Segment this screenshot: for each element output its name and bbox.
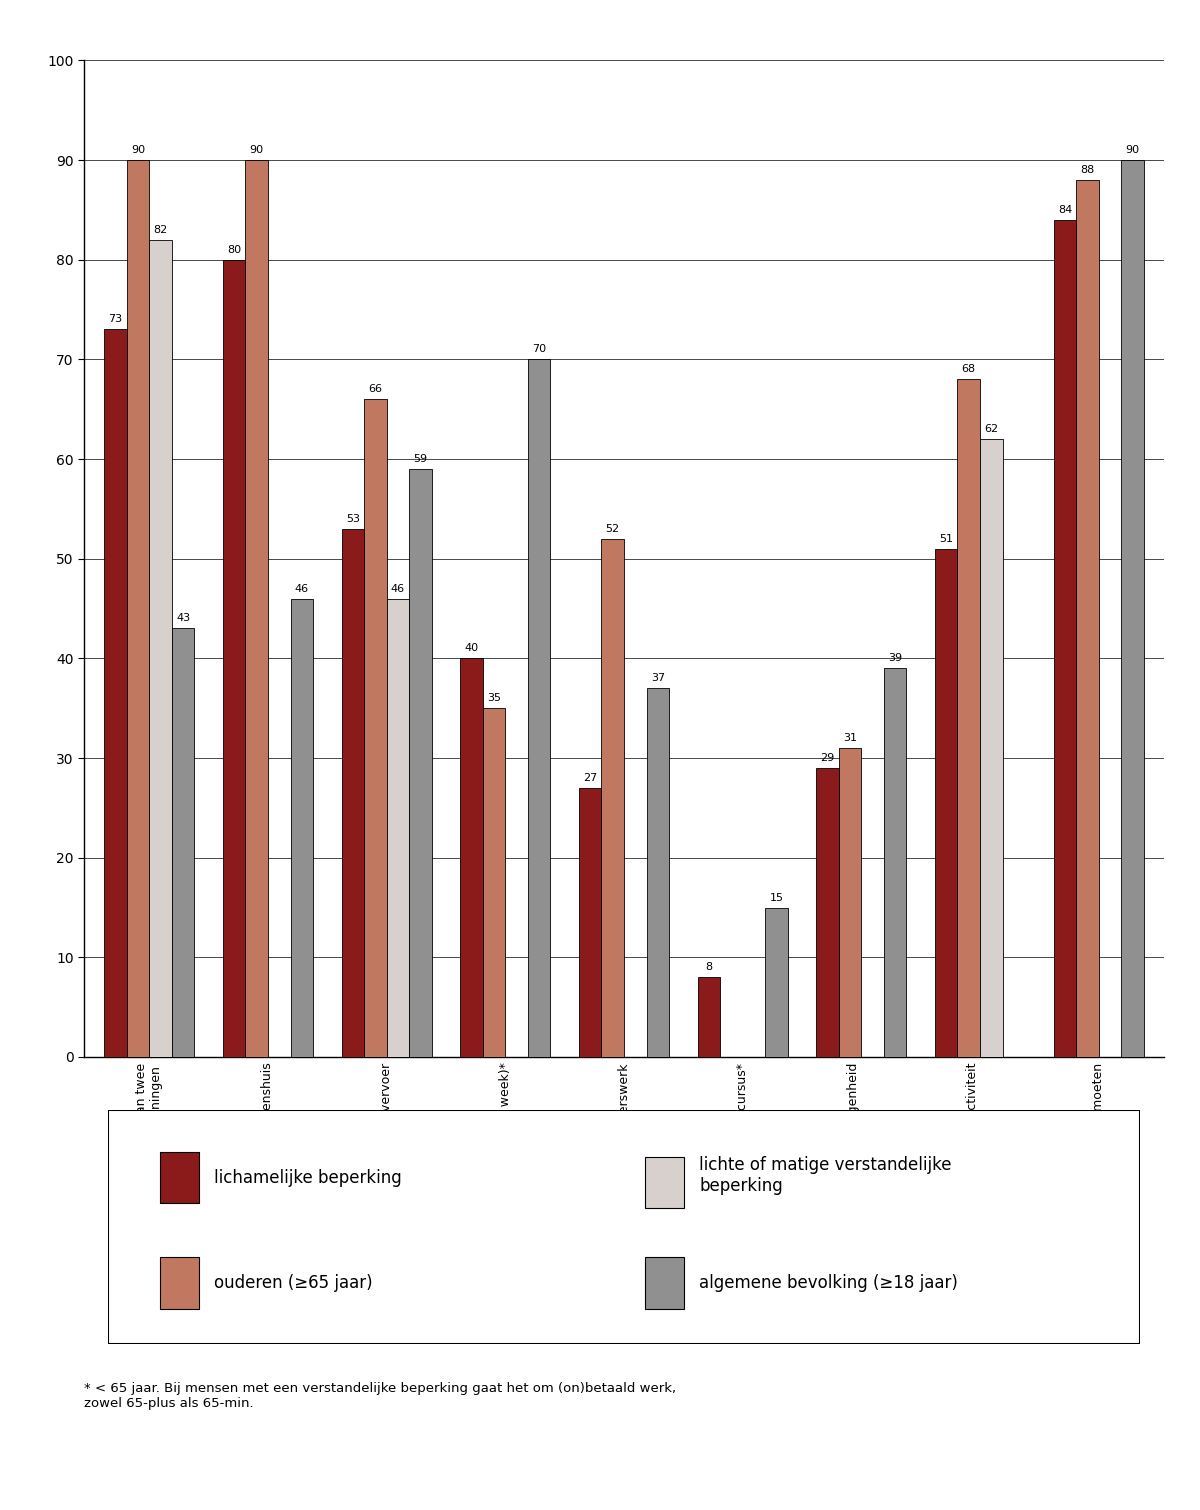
Bar	[644, 1157, 684, 1208]
Bar	[935, 548, 958, 1057]
Text: algemene bevolking (≥18 jaar): algemene bevolking (≥18 jaar)	[700, 1274, 959, 1293]
Text: 40: 40	[464, 643, 479, 654]
Bar	[160, 1258, 199, 1309]
Bar	[160, 1152, 199, 1203]
Text: 62: 62	[984, 424, 998, 435]
Text: ouderen (≥65 jaar): ouderen (≥65 jaar)	[215, 1274, 373, 1293]
Text: 88: 88	[1080, 165, 1094, 175]
Bar	[223, 260, 246, 1057]
Bar	[1054, 220, 1076, 1057]
Bar	[409, 470, 432, 1057]
Bar	[172, 628, 194, 1057]
Bar	[461, 658, 482, 1057]
Bar	[647, 689, 670, 1057]
Text: 52: 52	[606, 524, 619, 535]
Text: 46: 46	[295, 583, 308, 593]
Text: 8: 8	[706, 962, 713, 972]
Bar	[980, 439, 1002, 1057]
Bar	[364, 399, 386, 1057]
Text: 35: 35	[487, 693, 502, 704]
Bar	[104, 329, 127, 1057]
Text: 31: 31	[844, 732, 857, 743]
Text: 39: 39	[888, 654, 902, 663]
Bar	[839, 747, 862, 1057]
Text: 15: 15	[769, 892, 784, 903]
Text: 73: 73	[108, 314, 122, 325]
Bar	[127, 160, 149, 1057]
Bar	[816, 769, 839, 1057]
Bar	[290, 598, 313, 1057]
Text: 53: 53	[346, 513, 360, 524]
Bar	[1076, 180, 1099, 1057]
Bar	[528, 359, 551, 1057]
Bar	[482, 708, 505, 1057]
Text: lichte of matige verstandelijke
beperking: lichte of matige verstandelijke beperkin…	[700, 1157, 952, 1194]
Bar	[958, 379, 980, 1057]
Bar	[884, 669, 906, 1057]
Text: 90: 90	[250, 145, 264, 156]
Bar	[601, 539, 624, 1057]
Text: 29: 29	[821, 753, 835, 763]
Text: 84: 84	[1057, 205, 1072, 214]
Text: 66: 66	[368, 384, 383, 394]
Bar	[246, 160, 268, 1057]
Text: 68: 68	[961, 364, 976, 374]
Bar	[342, 528, 364, 1057]
Text: 90: 90	[1126, 145, 1140, 156]
Text: 59: 59	[413, 455, 427, 464]
Text: 51: 51	[940, 533, 953, 544]
Text: lichamelijke beperking: lichamelijke beperking	[215, 1169, 402, 1187]
Text: 82: 82	[154, 225, 168, 236]
FancyBboxPatch shape	[108, 1110, 1140, 1344]
Text: 80: 80	[227, 245, 241, 255]
Text: 46: 46	[391, 583, 404, 593]
Bar	[149, 240, 172, 1057]
Text: 70: 70	[532, 344, 546, 355]
Text: 43: 43	[176, 613, 190, 624]
Bar	[578, 788, 601, 1057]
Text: 37: 37	[650, 673, 665, 683]
Text: * < 65 jaar. Bij mensen met een verstandelijke beperking gaat het om (on)betaald: * < 65 jaar. Bij mensen met een verstand…	[84, 1382, 676, 1410]
Text: 90: 90	[131, 145, 145, 156]
Bar	[766, 908, 787, 1057]
Bar	[386, 598, 409, 1057]
Bar	[697, 977, 720, 1057]
Bar	[1121, 160, 1144, 1057]
Text: 27: 27	[583, 773, 598, 782]
Bar	[644, 1258, 684, 1309]
